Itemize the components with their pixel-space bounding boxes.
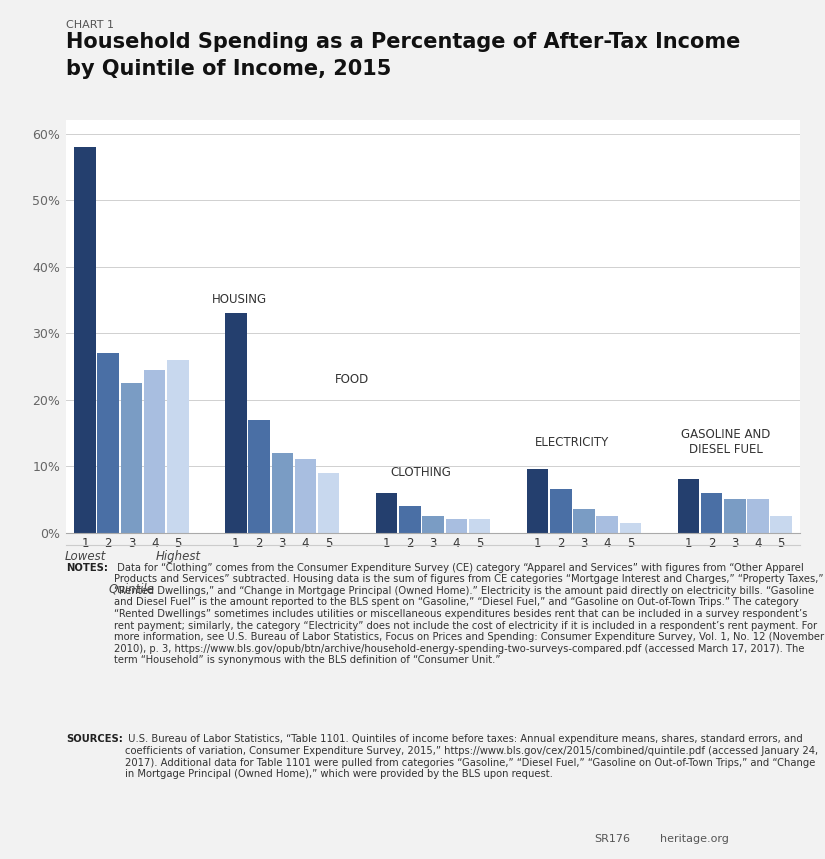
Bar: [74, 147, 96, 533]
Text: Household Spending as a Percentage of After-Tax Income: Household Spending as a Percentage of Af…: [66, 32, 740, 52]
Text: ELECTRICITY: ELECTRICITY: [535, 436, 609, 449]
Text: NOTES:: NOTES:: [66, 563, 108, 573]
Bar: [771, 516, 792, 533]
Bar: [271, 453, 293, 533]
Bar: [527, 469, 549, 533]
Bar: [225, 314, 247, 533]
Bar: [144, 369, 166, 533]
Bar: [724, 499, 746, 533]
Bar: [469, 520, 490, 533]
Text: CLOTHING: CLOTHING: [390, 466, 451, 479]
Text: Data for “Clothing” comes from the Consumer Expenditure Survey (CE) category “Ap: Data for “Clothing” comes from the Consu…: [114, 563, 824, 666]
Bar: [596, 516, 618, 533]
Text: SR176: SR176: [594, 833, 630, 844]
Text: Quintile: Quintile: [109, 582, 154, 596]
Bar: [97, 353, 119, 533]
Text: GASOLINE AND
DIESEL FUEL: GASOLINE AND DIESEL FUEL: [681, 428, 771, 456]
Text: CHART 1: CHART 1: [66, 20, 114, 30]
Bar: [422, 516, 444, 533]
Bar: [573, 509, 595, 533]
Text: by Quintile of Income, 2015: by Quintile of Income, 2015: [66, 59, 391, 79]
Bar: [120, 383, 142, 533]
Bar: [677, 479, 699, 533]
Bar: [295, 460, 316, 533]
Text: heritage.org: heritage.org: [660, 833, 728, 844]
Bar: [376, 493, 398, 533]
Bar: [747, 499, 769, 533]
Bar: [248, 419, 270, 533]
Text: SOURCES:: SOURCES:: [66, 734, 123, 745]
Text: Highest: Highest: [155, 550, 200, 563]
Bar: [318, 472, 339, 533]
Text: U.S. Bureau of Labor Statistics, “Table 1101. Quintiles of income before taxes: : U.S. Bureau of Labor Statistics, “Table …: [125, 734, 818, 779]
Bar: [620, 522, 641, 533]
Text: FOOD: FOOD: [334, 374, 369, 387]
Bar: [446, 520, 467, 533]
Bar: [167, 360, 189, 533]
Bar: [550, 490, 572, 533]
Bar: [399, 506, 421, 533]
Bar: [700, 493, 723, 533]
Text: Lowest: Lowest: [64, 550, 106, 563]
Text: HOUSING: HOUSING: [212, 294, 267, 307]
